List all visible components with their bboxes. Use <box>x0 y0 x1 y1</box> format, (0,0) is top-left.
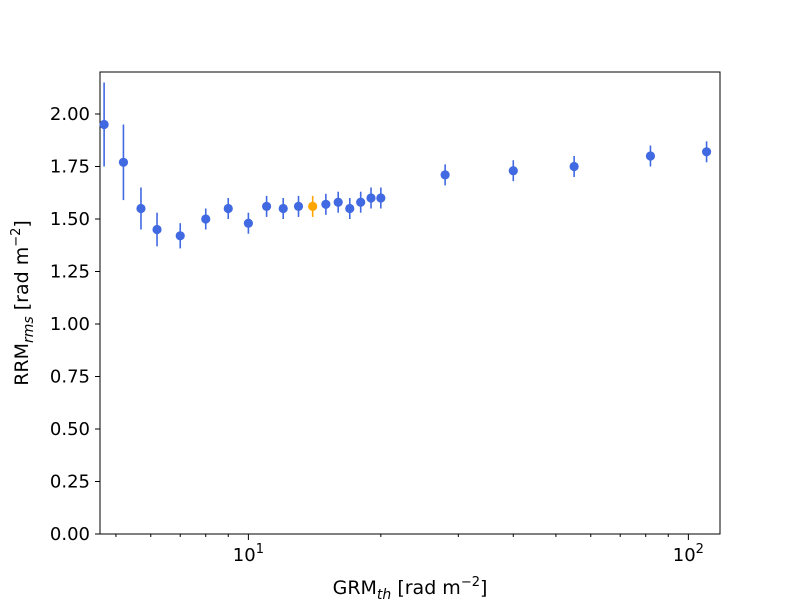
data-point <box>99 119 109 130</box>
y-tick-label: 0.75 <box>50 367 90 388</box>
data-point <box>345 203 355 214</box>
y-tick-label: 1.50 <box>50 209 90 230</box>
data-point <box>293 201 304 211</box>
data-point <box>333 197 343 207</box>
data-point <box>223 203 233 214</box>
y-axis-label: RRMrms [rad m−2] <box>9 220 37 386</box>
error-bars <box>103 82 708 249</box>
y-tick-label: 1.25 <box>50 262 90 283</box>
data-point <box>278 203 288 214</box>
data-point <box>152 224 162 235</box>
data-point <box>376 193 386 203</box>
data-point <box>356 197 366 207</box>
x-tick-label: 102 <box>673 542 704 566</box>
y-tick-label: 0.25 <box>50 472 90 493</box>
y-axis: 0.00 0.25 0.50 0.75 1.00 1.25 1.50 1.75 2.00 <box>50 104 100 545</box>
y-tick-label: 0.00 <box>50 524 90 545</box>
y-tick-label: 1.00 <box>50 314 90 335</box>
data-point <box>308 201 318 211</box>
data-point <box>118 157 129 167</box>
data-point <box>136 203 146 214</box>
data-point <box>366 193 376 203</box>
data-point <box>569 161 579 172</box>
x-axis: 101 102 <box>115 534 704 566</box>
y-tick-label: 1.75 <box>50 157 90 178</box>
data-point <box>440 170 450 180</box>
data-point <box>701 147 712 157</box>
y-tick-label: 2.00 <box>50 104 90 125</box>
plot-frame <box>99 71 721 535</box>
x-axis-label: GRMth [rad m−2] <box>333 575 488 600</box>
data-point <box>645 151 656 161</box>
data-point <box>508 166 518 176</box>
data-markers <box>99 119 712 241</box>
y-tick-label: 0.50 <box>50 419 90 440</box>
data-point <box>321 199 331 209</box>
data-point <box>243 218 253 228</box>
data-point <box>175 231 185 241</box>
data-point <box>201 214 211 224</box>
x-tick-label: 101 <box>233 542 264 566</box>
data-point <box>261 201 272 211</box>
